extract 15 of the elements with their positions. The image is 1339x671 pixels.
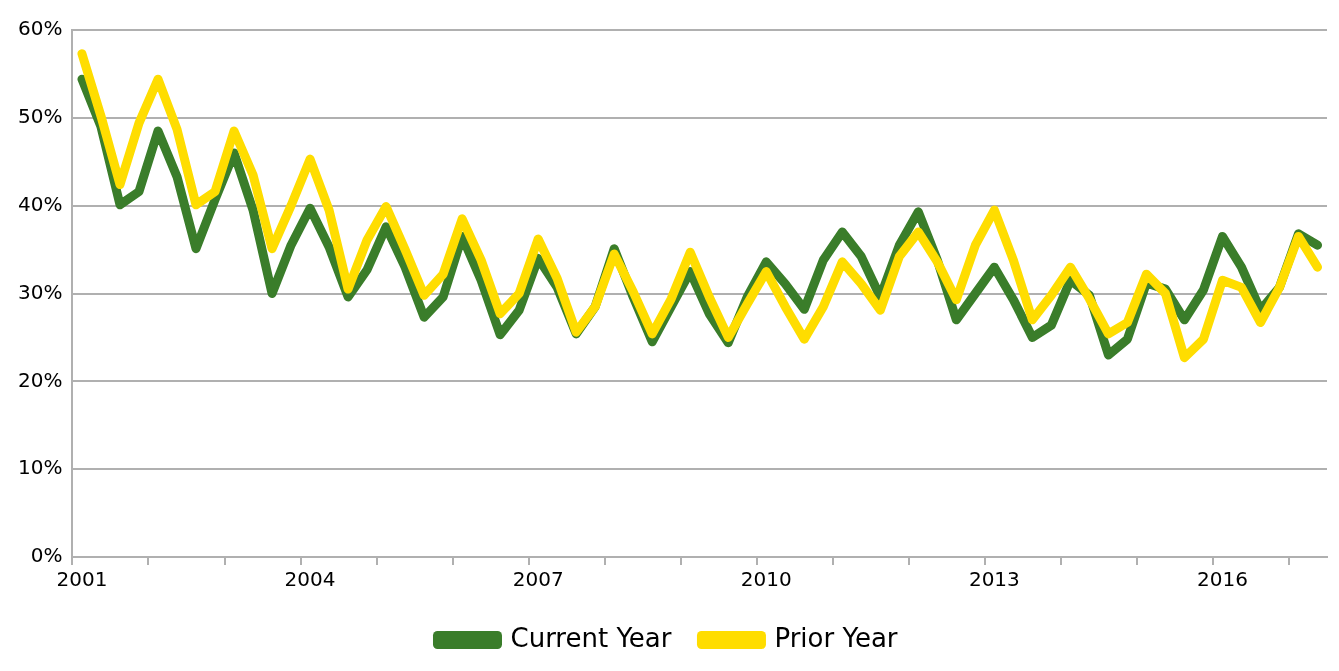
x-tick-label: 2010 xyxy=(740,567,792,592)
y-tick-label: 10% xyxy=(18,455,63,480)
y-tick-label: 40% xyxy=(18,191,63,216)
y-tick-label: 0% xyxy=(30,543,63,568)
y-tick-label: 60% xyxy=(18,16,63,41)
x-tick-label: 2016 xyxy=(1197,567,1248,592)
x-tick-label: 2001 xyxy=(56,567,108,592)
y-tick-label: 50% xyxy=(18,104,63,129)
x-tick-label: 2004 xyxy=(284,567,336,592)
legend-label: Current Year xyxy=(510,622,672,653)
x-tick-label: 2007 xyxy=(512,567,564,592)
legend-label: Prior Year xyxy=(774,622,898,653)
y-tick-label: 20% xyxy=(18,367,63,392)
y-tick-label: 30% xyxy=(18,279,63,304)
x-tick-label: 2013 xyxy=(968,567,1020,592)
